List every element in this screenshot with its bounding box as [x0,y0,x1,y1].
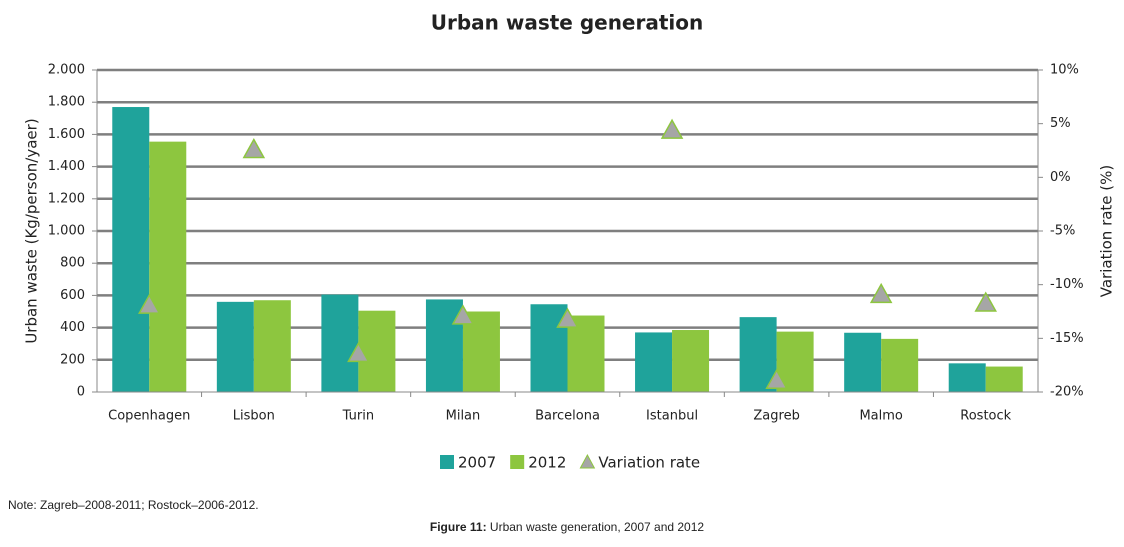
x-tick-label: Turin [342,409,374,424]
y-tick-label: 0 [77,385,85,400]
y2-tick-label: 5% [1050,116,1071,131]
legend-swatch [510,455,525,469]
bar [321,294,359,392]
variation-marker [556,307,579,328]
y-tick-label: 1.600 [48,127,85,142]
y-tick-label: 400 [60,320,85,335]
x-tick-label: Lisbon [233,409,275,424]
x-tick-label: Barcelona [535,409,600,424]
variation-marker [869,282,893,304]
bar [149,141,187,392]
bar [672,330,710,392]
chart-title: Urban waste generation [431,11,704,35]
bar [985,366,1023,392]
x-tick-label: Rostock [960,409,1011,424]
y-tick-label: 1.000 [48,224,85,239]
y-axis-label: Urban waste (Kg/person/yaer) [23,118,41,343]
y2-tick-label: -20% [1050,385,1084,400]
legend-label: 2012 [528,454,566,472]
bar [530,304,568,392]
caption: Figure 11: Urban waste generation, 2007 … [430,520,705,534]
bar [844,332,882,392]
bar [881,338,919,392]
bar [253,300,291,392]
y-tick-label: 200 [60,352,85,367]
variation-marker [765,368,788,390]
x-tick-label: Istanbul [646,409,698,424]
legend-swatch [440,455,454,469]
variation-marker [347,341,370,363]
y-tick-label: 600 [60,288,85,303]
bar [567,315,605,392]
bar [358,310,396,392]
bar [112,107,150,392]
bar [462,311,500,392]
legend-label: Variation rate [598,454,700,472]
y-tick-label: 800 [60,256,85,271]
variation-marker [242,137,266,159]
bar [635,332,673,392]
x-tick-label: Zagreb [753,409,799,424]
y-tick-label: 1.400 [48,159,85,174]
note: Note: Zagreb–2008-2011; Rostock–2006-201… [8,498,259,512]
y2-tick-label: -15% [1050,331,1084,346]
bar [425,299,463,392]
variation-marker [138,293,161,314]
caption-text: Urban waste generation, 2007 and 2012 [490,520,704,534]
variation-marker [974,291,997,312]
x-tick-label: Malmo [859,409,902,424]
y-tick-label: 1.800 [48,95,85,110]
variation-marker [451,304,475,325]
y2-axis-label: Variation rate (%) [1098,165,1116,298]
legend-label: 2007 [458,454,496,472]
y2-tick-label: -5% [1050,224,1075,239]
caption-label: Figure 11: [430,520,487,534]
bar [739,317,777,392]
x-tick-label: Milan [446,409,481,424]
bar [216,301,254,392]
y-tick-label: 2.000 [48,63,85,78]
x-tick-label: Copenhagen [108,409,190,424]
variation-marker [660,118,684,139]
y2-tick-label: -10% [1050,277,1084,292]
y-tick-label: 1.200 [48,191,85,206]
y2-tick-label: 10% [1050,63,1079,78]
legend-swatch [579,453,596,469]
bar [948,363,986,392]
y2-tick-label: 0% [1050,170,1071,185]
